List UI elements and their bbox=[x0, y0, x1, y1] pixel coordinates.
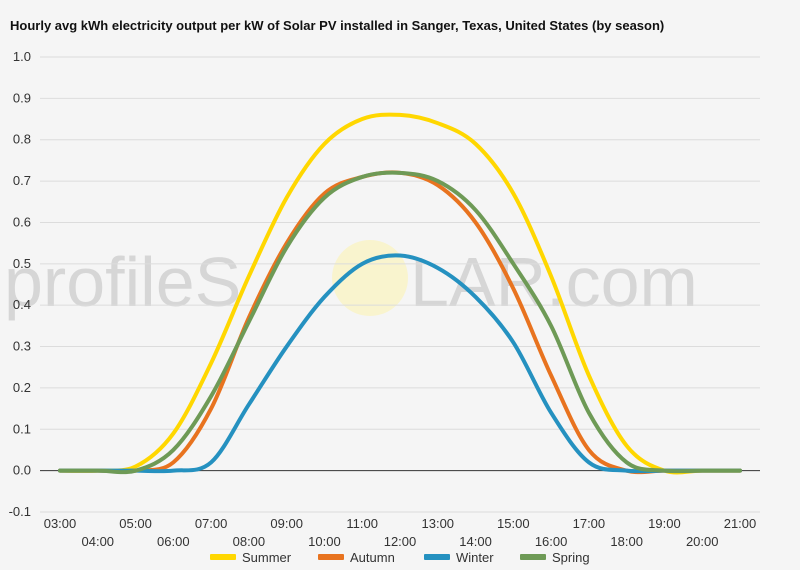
y-tick-label: 0.3 bbox=[13, 339, 31, 354]
x-tick-label: 21:00 bbox=[724, 516, 757, 531]
y-tick-label: 0.6 bbox=[13, 214, 31, 229]
x-tick-label: 11:00 bbox=[346, 516, 378, 531]
legend: Summer Autumn Winter Spring bbox=[210, 550, 590, 565]
x-tick-label: 18:00 bbox=[610, 534, 643, 549]
x-tick-label: 15:00 bbox=[497, 516, 530, 531]
y-axis: -0.1 0.0 0.1 0.2 0.3 0.4 0.5 0.6 0.7 0.8 0.9 1.0 bbox=[9, 49, 31, 519]
y-tick-label: 0.9 bbox=[13, 90, 31, 105]
y-tick-label: 1.0 bbox=[13, 49, 31, 64]
x-tick-label: 05:00 bbox=[119, 516, 152, 531]
x-tick-label: 04:00 bbox=[82, 534, 115, 549]
legend-label-summer: Summer bbox=[242, 550, 292, 565]
y-tick-label: 0.0 bbox=[13, 463, 31, 478]
x-tick-label: 19:00 bbox=[648, 516, 681, 531]
watermark-sun-icon bbox=[332, 240, 408, 316]
x-tick-label: 06:00 bbox=[157, 534, 190, 549]
x-axis: 03:00 04:00 05:00 06:00 07:00 08:00 09:00 10:00… bbox=[44, 516, 757, 549]
legend-label-winter: Winter bbox=[456, 550, 494, 565]
legend-swatch-spring bbox=[520, 554, 546, 560]
series-line-autumn bbox=[58, 170, 742, 475]
series-line-winter bbox=[58, 253, 742, 474]
x-tick-label: 13:00 bbox=[422, 516, 455, 531]
y-tick-label: 0.1 bbox=[13, 421, 31, 436]
x-tick-label: 16:00 bbox=[535, 534, 568, 549]
legend-swatch-summer bbox=[210, 554, 236, 560]
x-tick-label: 17:00 bbox=[573, 516, 606, 531]
series-line-summer bbox=[58, 112, 742, 475]
series-line-spring bbox=[58, 170, 742, 475]
y-tick-label: 0.5 bbox=[13, 256, 31, 271]
legend-label-spring: Spring bbox=[552, 550, 590, 565]
grid-layer bbox=[40, 56, 760, 513]
x-tick-label: 20:00 bbox=[686, 534, 719, 549]
y-tick-label: 0.7 bbox=[13, 173, 31, 188]
x-tick-label: 14:00 bbox=[459, 534, 492, 549]
legend-label-autumn: Autumn bbox=[350, 550, 395, 565]
y-tick-label: 0.2 bbox=[13, 380, 31, 395]
x-tick-label: 03:00 bbox=[44, 516, 77, 531]
x-tick-label: 08:00 bbox=[233, 534, 266, 549]
x-tick-label: 07:00 bbox=[195, 516, 228, 531]
legend-swatch-winter bbox=[424, 554, 450, 560]
x-tick-label: 09:00 bbox=[270, 516, 303, 531]
y-tick-label: -0.1 bbox=[9, 504, 31, 519]
legend-swatch-autumn bbox=[318, 554, 344, 560]
x-tick-label: 12:00 bbox=[384, 534, 417, 549]
chart-title: Hourly avg kWh electricity output per kW… bbox=[10, 18, 665, 33]
watermark: profileS LAR.com bbox=[4, 240, 698, 321]
series-layer bbox=[58, 112, 742, 475]
x-tick-label: 10:00 bbox=[308, 534, 341, 549]
y-tick-label: 0.8 bbox=[13, 132, 31, 147]
y-tick-label: 0.4 bbox=[13, 297, 31, 312]
watermark-text-left: profileS bbox=[4, 243, 241, 321]
